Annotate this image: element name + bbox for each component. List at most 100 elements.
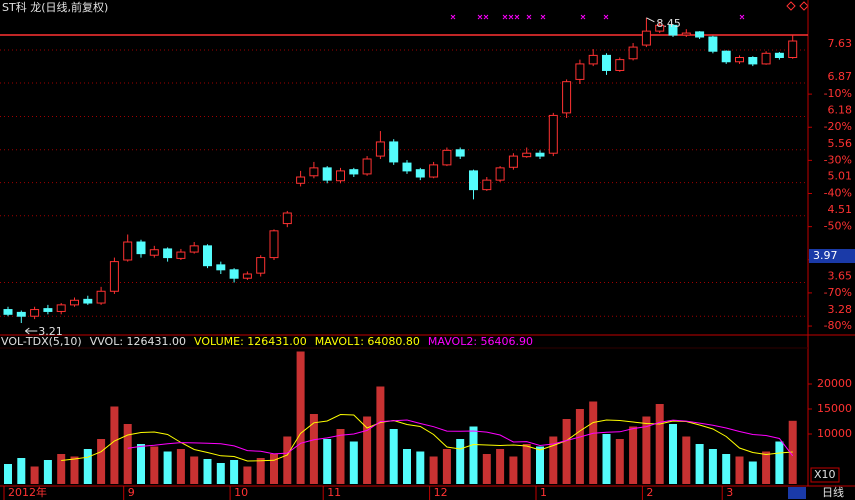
candle-body (429, 164, 439, 178)
volume-bar (575, 409, 584, 484)
candle-body (602, 54, 611, 71)
price-marker-box (809, 249, 855, 264)
candle-body (70, 299, 79, 306)
volume-bar (323, 439, 332, 484)
volume-bar (97, 439, 106, 484)
y-tick-label: 5.56 (828, 137, 853, 150)
legend-entry: VOLUME: 126431.00 (194, 335, 307, 348)
candle-body (43, 308, 53, 312)
volume-bar (642, 416, 651, 484)
candle-body (508, 155, 518, 168)
candle-body (522, 152, 532, 158)
volume-bar (708, 449, 717, 484)
candle-body (695, 31, 705, 38)
candle-body (336, 170, 345, 182)
volume-bar (190, 456, 199, 484)
candle-body (562, 81, 572, 114)
volume-bar (536, 446, 544, 484)
volume-bar (216, 463, 225, 484)
y2-tick-label: -10% (824, 87, 852, 100)
volume-bar (57, 454, 66, 484)
y2-tick-label: -30% (824, 153, 852, 166)
candle-body (495, 167, 505, 181)
y-tick-label: 10000 (817, 427, 852, 440)
y2-tick-label: -50% (824, 220, 852, 233)
event-marker (450, 14, 745, 20)
candle-body (3, 309, 13, 315)
candle-body (375, 141, 385, 157)
unit-box (810, 467, 840, 483)
volume-bar (270, 454, 278, 484)
volume-bar (615, 439, 624, 484)
volume-bar (30, 466, 39, 484)
candle-body (349, 169, 359, 175)
volume-bar (602, 434, 611, 484)
corner-icons[interactable] (786, 1, 809, 11)
volume-bar (403, 449, 411, 484)
y-tick-label: 6.87 (828, 70, 853, 83)
candle-body (269, 230, 279, 259)
volume-bar (43, 460, 52, 484)
volume-bar (176, 449, 185, 484)
x-tick-label: 1 (540, 486, 547, 499)
max-label: 8.45 (656, 17, 681, 30)
y-tick-label: 5.01 (828, 170, 853, 183)
volume-bar (629, 426, 638, 484)
candle-body (163, 248, 173, 259)
candle-body (748, 56, 758, 65)
candle-body (176, 251, 186, 259)
candle-body (735, 56, 744, 63)
y-tick-label: 3.65 (828, 270, 853, 283)
candle-body (548, 114, 558, 154)
candle-body (362, 158, 372, 175)
volume-bar (256, 458, 265, 484)
volume-bar (722, 454, 731, 484)
y-tick-label: 20000 (817, 377, 852, 390)
x-tick-label: 3 (726, 486, 733, 499)
candle-body (296, 176, 306, 184)
period-label: 日线 (822, 485, 844, 499)
candle-body (588, 54, 598, 65)
candle-body (655, 24, 665, 32)
volume-bar (389, 429, 398, 484)
x-tick-label: 2012年 (8, 485, 47, 499)
y-tick-label: 3.28 (828, 303, 853, 316)
x-tick-label: 9 (128, 486, 135, 499)
volume-bar (416, 451, 425, 484)
candle-body (788, 40, 798, 58)
candle-body (442, 149, 452, 166)
legend-entry: VOL-TDX(5,10) (1, 335, 82, 348)
candle-body (16, 311, 26, 317)
y2-tick-label: -40% (824, 187, 852, 200)
candle-body (641, 30, 651, 46)
volume-bar (735, 456, 744, 484)
candle-body (708, 36, 718, 52)
event-markers (450, 14, 745, 20)
candle-body (389, 141, 399, 163)
volume-bar (496, 449, 505, 484)
candle-body (83, 298, 93, 304)
ma-line (61, 413, 793, 462)
volume-bar (309, 414, 318, 484)
volume-bar (549, 436, 558, 484)
candle-body (149, 249, 159, 256)
volume-bar (748, 461, 757, 484)
candle-body (535, 152, 545, 157)
legend-entry: MAVOL2: 56406.90 (428, 335, 533, 348)
volume-bar (363, 416, 372, 484)
ma-line (127, 419, 794, 457)
volume-bar (110, 406, 119, 484)
max-pointer (646, 17, 655, 23)
volume-bar (469, 426, 478, 484)
volume-bar (429, 456, 438, 484)
y-tick-label: 4.51 (828, 203, 853, 216)
volume-bar (150, 446, 159, 484)
candle-body (30, 309, 40, 317)
volume-bar (655, 404, 664, 484)
volume-bar (509, 456, 518, 484)
candle-body (575, 63, 585, 80)
period-box (788, 487, 806, 499)
volume-bar (203, 459, 212, 484)
candle-body (203, 245, 212, 267)
